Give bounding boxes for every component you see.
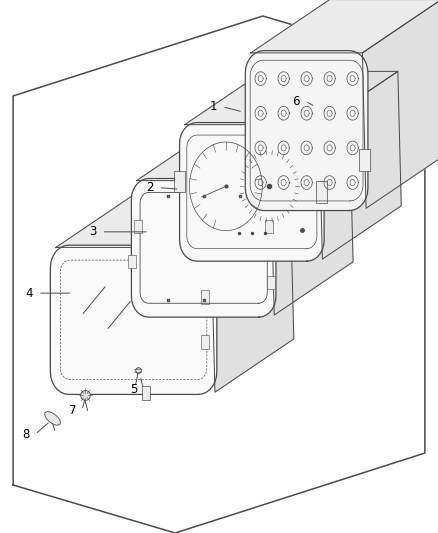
Bar <box>134 220 141 233</box>
Text: 6: 6 <box>293 95 300 108</box>
Bar <box>267 276 275 289</box>
Bar <box>201 290 209 304</box>
Text: 2: 2 <box>146 181 153 194</box>
Text: 7: 7 <box>69 404 77 417</box>
Text: 5: 5 <box>131 383 138 395</box>
Polygon shape <box>271 127 353 315</box>
Polygon shape <box>245 51 368 211</box>
Bar <box>316 181 327 203</box>
Bar <box>201 335 209 349</box>
Ellipse shape <box>45 411 60 425</box>
Polygon shape <box>50 245 217 394</box>
Text: 4: 4 <box>25 287 33 300</box>
Bar <box>128 255 136 268</box>
Text: 8: 8 <box>22 428 30 441</box>
Text: 1: 1 <box>209 100 217 113</box>
Polygon shape <box>180 123 324 261</box>
Polygon shape <box>211 194 294 392</box>
Polygon shape <box>319 71 401 259</box>
Bar <box>359 149 370 171</box>
Polygon shape <box>185 71 398 125</box>
Polygon shape <box>131 179 276 317</box>
Polygon shape <box>251 0 438 53</box>
Bar <box>265 220 273 233</box>
Text: 3: 3 <box>89 225 96 238</box>
Bar <box>174 171 185 192</box>
Polygon shape <box>362 0 438 208</box>
Bar <box>142 386 150 400</box>
Polygon shape <box>56 194 290 247</box>
Polygon shape <box>137 127 350 181</box>
